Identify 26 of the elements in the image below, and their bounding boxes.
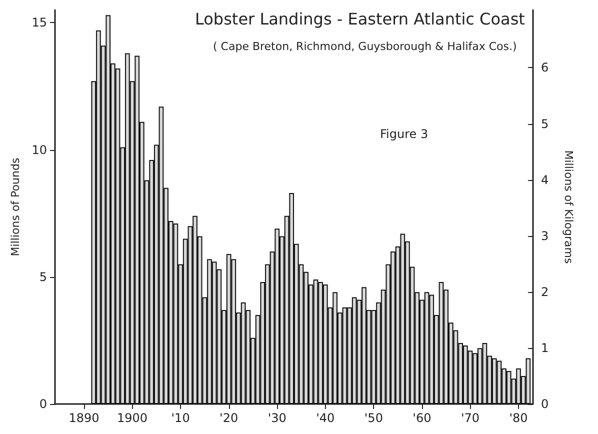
y2-tick-label: 3 xyxy=(541,228,549,243)
y2-tick-label: 2 xyxy=(541,284,549,299)
x-tick-label: 1900 xyxy=(116,411,148,425)
y2-tick-label: 0 xyxy=(541,397,549,411)
x-tick-label: '10 xyxy=(171,411,190,425)
x-tick-label: '50 xyxy=(364,411,383,425)
x-tick-label: 1890 xyxy=(68,411,100,425)
x-tick-label: '40 xyxy=(316,411,335,425)
y2-tick-label: 4 xyxy=(541,172,549,187)
y-tick-label: 0 xyxy=(39,397,47,411)
text: ( Cape Breton, Richmond, Guysborough & Halifax Cos.) xyxy=(213,40,517,53)
x-tick-label: '70 xyxy=(460,411,480,425)
y-axis-title: Millions of Pounds xyxy=(8,158,22,256)
y2-tick-label: 1 xyxy=(541,340,549,355)
x-tick-label: '30 xyxy=(268,411,286,425)
annotation: Figure 3 xyxy=(380,127,428,141)
y-tick-label: 5 xyxy=(39,270,47,284)
y2-axis-title: Millions of Kilograms xyxy=(562,150,575,264)
x-tick-label: '20 xyxy=(220,411,238,425)
y-tick-label: 10 xyxy=(32,142,47,157)
y2-tick-label: 6 xyxy=(541,60,549,75)
chart-title: Lobster Landings - Eastern Atlantic Coast xyxy=(195,10,525,28)
y-tick-label: 15 xyxy=(32,16,47,30)
x-tick-label: '80 xyxy=(509,411,528,425)
x-tick-label: '60 xyxy=(412,411,432,425)
y2-tick-label: 5 xyxy=(541,116,549,131)
